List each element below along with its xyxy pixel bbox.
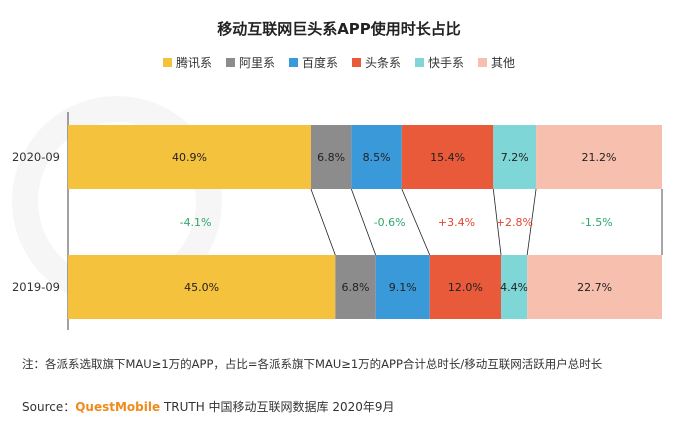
legend-label: 快手系 bbox=[428, 56, 465, 70]
source-prefix: Source： bbox=[22, 400, 76, 414]
bar-segment-bytedance-2019 bbox=[429, 255, 502, 319]
legend-item-bytedance: 头条系 bbox=[352, 54, 401, 71]
data-label: 8.5% bbox=[363, 151, 391, 164]
legend-swatch bbox=[352, 58, 361, 67]
source-line: Source：QuestMobile TRUTH 中国移动互联网数据库 2020… bbox=[22, 398, 395, 415]
bar-segment-tencent-2019 bbox=[68, 255, 336, 319]
legend: 腾讯系 阿里系 百度系 头条系 快手系 其他 bbox=[0, 54, 678, 71]
legend-item-other: 其他 bbox=[478, 54, 515, 71]
category-label: 2020-09 bbox=[12, 150, 60, 164]
bar-segment-bytedance-2020 bbox=[401, 125, 494, 189]
bar-segment-other-2019 bbox=[527, 255, 662, 319]
legend-label: 阿里系 bbox=[238, 56, 275, 70]
change-label-tencent: -4.1% bbox=[180, 216, 212, 229]
connector-line bbox=[310, 188, 336, 256]
data-label: 6.8% bbox=[342, 281, 370, 294]
bar-segment-other-2020 bbox=[536, 125, 662, 189]
legend-label: 百度系 bbox=[301, 56, 338, 70]
legend-label: 腾讯系 bbox=[175, 56, 212, 70]
legend-label: 头条系 bbox=[365, 56, 402, 70]
data-label: 40.9% bbox=[172, 151, 207, 164]
source-brand: QuestMobile bbox=[75, 400, 161, 414]
data-label: 12.0% bbox=[448, 281, 483, 294]
legend-item-alibaba: 阿里系 bbox=[225, 54, 275, 71]
legend-item-kuaishou: 快手系 bbox=[415, 54, 464, 71]
data-label: 22.7% bbox=[577, 281, 612, 294]
bar-segment-alibaba-2020 bbox=[310, 125, 352, 189]
category-label: 2019-09 bbox=[12, 280, 60, 294]
legend-swatch bbox=[288, 58, 298, 67]
chart-title: 移动互联网巨头系APP使用时长占比 bbox=[217, 20, 461, 38]
connector-line bbox=[401, 188, 431, 256]
bar-segment-tencent-2020 bbox=[68, 125, 311, 189]
change-label-bytedance: +3.4% bbox=[438, 216, 475, 229]
change-label-other: -1.5% bbox=[581, 216, 613, 229]
data-label: 21.2% bbox=[582, 151, 617, 164]
connector-line bbox=[350, 188, 377, 256]
change-label-kuaishou: +2.8% bbox=[496, 216, 533, 229]
data-label: 15.4% bbox=[430, 151, 465, 164]
legend-swatch bbox=[478, 58, 488, 67]
legend-swatch bbox=[225, 58, 235, 67]
legend-swatch bbox=[415, 58, 425, 67]
legend-swatch bbox=[162, 58, 172, 67]
data-label: 45.0% bbox=[184, 281, 219, 294]
connector-line bbox=[492, 188, 502, 256]
bar-segment-baidu-2020 bbox=[351, 125, 402, 189]
source-text: TRUTH 中国移动互联网数据库 2020年9月 bbox=[160, 400, 395, 414]
footnote: 注：各派系选取旗下MAU≥1万的APP，占比=各派系旗下MAU≥1万的APP合计… bbox=[22, 357, 603, 371]
bar-segment-kuaishou-2019 bbox=[501, 255, 528, 319]
legend-item-tencent: 腾讯系 bbox=[162, 54, 212, 71]
bar-segment-alibaba-2019 bbox=[335, 255, 376, 319]
bar-segment-kuaishou-2020 bbox=[493, 125, 537, 189]
legend-item-baidu: 百度系 bbox=[288, 54, 338, 71]
change-label-baidu: -0.6% bbox=[374, 216, 406, 229]
legend-label: 其他 bbox=[491, 56, 516, 70]
data-label: 4.4% bbox=[500, 281, 528, 294]
bar-segment-baidu-2019 bbox=[375, 255, 430, 319]
data-label: 9.1% bbox=[389, 281, 417, 294]
data-label: 6.8% bbox=[317, 151, 345, 164]
data-label: 7.2% bbox=[501, 151, 529, 164]
connector-line bbox=[526, 188, 537, 256]
